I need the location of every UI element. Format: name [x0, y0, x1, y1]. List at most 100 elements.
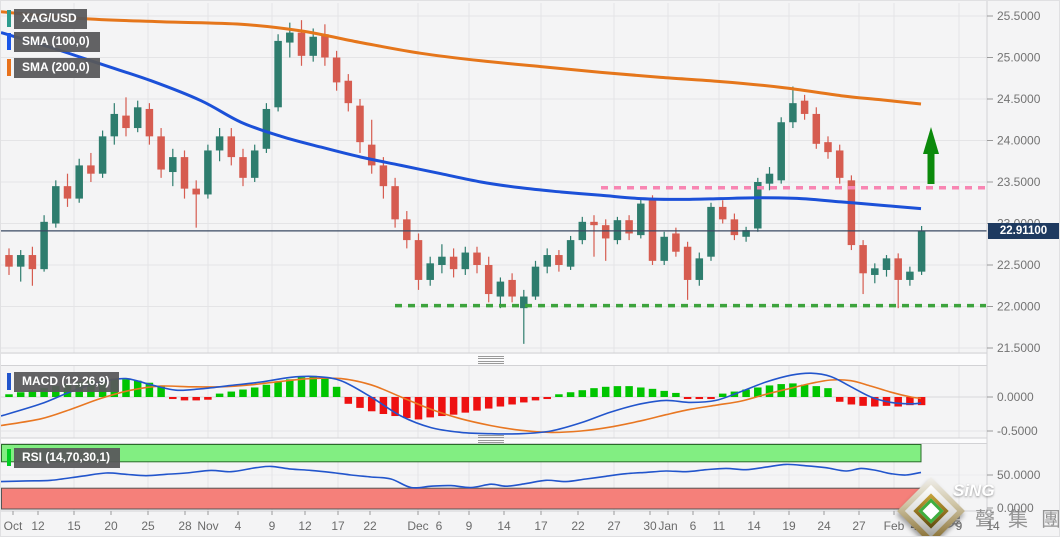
- macd-bar: [28, 390, 37, 397]
- sma200-accent-bar: [7, 59, 11, 76]
- candle-body: [297, 32, 306, 56]
- macd-bar: [250, 387, 259, 397]
- time-tick-label: 4: [235, 519, 242, 533]
- macd-bar: [800, 384, 809, 397]
- candle-body: [777, 122, 785, 181]
- time-tick-label: 22: [571, 519, 585, 533]
- price-tick-label: 24.0000: [997, 134, 1041, 148]
- candle-body: [192, 188, 200, 195]
- candle-body: [566, 240, 575, 267]
- macd-bar: [215, 393, 224, 397]
- candle-body: [824, 142, 832, 153]
- legend-symbol[interactable]: XAG/USD: [14, 9, 87, 29]
- candle-body: [157, 136, 165, 170]
- time-tick-label: 12: [31, 519, 45, 533]
- macd-bar: [613, 386, 622, 397]
- macd-bar: [286, 379, 294, 397]
- macd-bar: [5, 394, 13, 397]
- macd-bar: [637, 387, 645, 397]
- candle-body: [718, 206, 727, 220]
- candle-body: [414, 240, 423, 280]
- macd-bar: [672, 392, 680, 397]
- time-tick-label: 27: [852, 519, 866, 533]
- macd-bar: [566, 392, 575, 397]
- candle-body: [789, 103, 797, 123]
- time-tick-label: Jan: [658, 519, 677, 533]
- candle-body: [344, 80, 353, 104]
- macd-line: [1, 372, 922, 435]
- price-tick-label: 22.5000: [997, 258, 1041, 272]
- candle-body: [707, 206, 715, 257]
- price-tick-label: 25.5000: [997, 9, 1041, 23]
- candle-body: [601, 225, 610, 239]
- time-tick-label: 6: [690, 519, 697, 533]
- macd-bar: [765, 385, 774, 397]
- time-tick-label: 14: [986, 519, 1000, 533]
- candle-body: [239, 157, 247, 178]
- candle-body: [871, 268, 879, 275]
- macd-bar: [742, 389, 750, 397]
- macd-panel-resize-grip[interactable]: [478, 356, 504, 364]
- candle-body: [356, 105, 364, 143]
- macd-bar: [754, 387, 762, 397]
- candle-body: [683, 246, 692, 280]
- candle-body: [367, 144, 376, 166]
- time-tick-label: 9: [466, 519, 473, 533]
- candle-body: [426, 263, 434, 280]
- macd-bar: [356, 397, 364, 408]
- time-tick-label: Nov: [197, 519, 218, 533]
- candle-body: [321, 34, 329, 58]
- macd-bar: [16, 392, 25, 397]
- sma100-accent-bar: [7, 33, 11, 50]
- legend-rsi[interactable]: RSI (14,70,30,1): [14, 448, 121, 468]
- macd-bar: [239, 389, 247, 397]
- macd-bar: [683, 397, 692, 399]
- candle-body: [16, 255, 25, 267]
- candles: [5, 20, 926, 344]
- time-tick-label: 20: [104, 519, 118, 533]
- macd-bar: [180, 397, 189, 401]
- candle-body: [672, 233, 680, 252]
- time-tick-label: 17: [534, 519, 548, 533]
- macd-bar: [906, 397, 914, 406]
- time-tick-label: 6: [436, 519, 443, 533]
- candle-body: [730, 219, 739, 236]
- macd-bar: [578, 390, 587, 397]
- legend-sma200[interactable]: SMA (200,0): [14, 58, 100, 78]
- macd-bar: [520, 397, 528, 403]
- candle-body: [145, 108, 154, 137]
- candle-body: [660, 236, 668, 261]
- candle-body: [754, 182, 762, 229]
- symbol-accent-bar: [7, 10, 11, 27]
- rsi-panel-resize-grip[interactable]: [478, 435, 504, 443]
- candle-body: [531, 266, 540, 297]
- price-tick-label: 24.5000: [997, 92, 1041, 106]
- candle-body: [894, 258, 902, 280]
- candle-body: [461, 252, 470, 270]
- price-tick-label: 50.0000: [997, 468, 1041, 482]
- macd-bar: [555, 394, 563, 397]
- time-axis[interactable]: [1, 512, 987, 536]
- macd-bar: [508, 397, 516, 405]
- candle-body: [250, 150, 259, 178]
- candle-body: [227, 136, 236, 158]
- macd-bar: [367, 397, 376, 412]
- time-tick-label: 12: [298, 519, 312, 533]
- macd-bar: [601, 386, 610, 397]
- time-tick-label: 15: [67, 519, 81, 533]
- time-tick-label: 28: [178, 519, 192, 533]
- macd-bar: [894, 397, 902, 407]
- time-tick-label: 24: [817, 519, 831, 533]
- legend-macd[interactable]: MACD (12,26,9): [14, 372, 120, 392]
- candle-body: [110, 113, 119, 137]
- time-tick-label: 11: [713, 519, 726, 533]
- candle-body: [859, 245, 867, 274]
- price-axis[interactable]: [987, 1, 1059, 511]
- macd-bar: [321, 377, 329, 397]
- macd-bar: [227, 391, 236, 397]
- macd-bar: [332, 386, 341, 397]
- legend-sma100[interactable]: SMA (100,0): [14, 32, 100, 52]
- candle-body: [28, 255, 37, 270]
- macd-bar: [695, 397, 704, 400]
